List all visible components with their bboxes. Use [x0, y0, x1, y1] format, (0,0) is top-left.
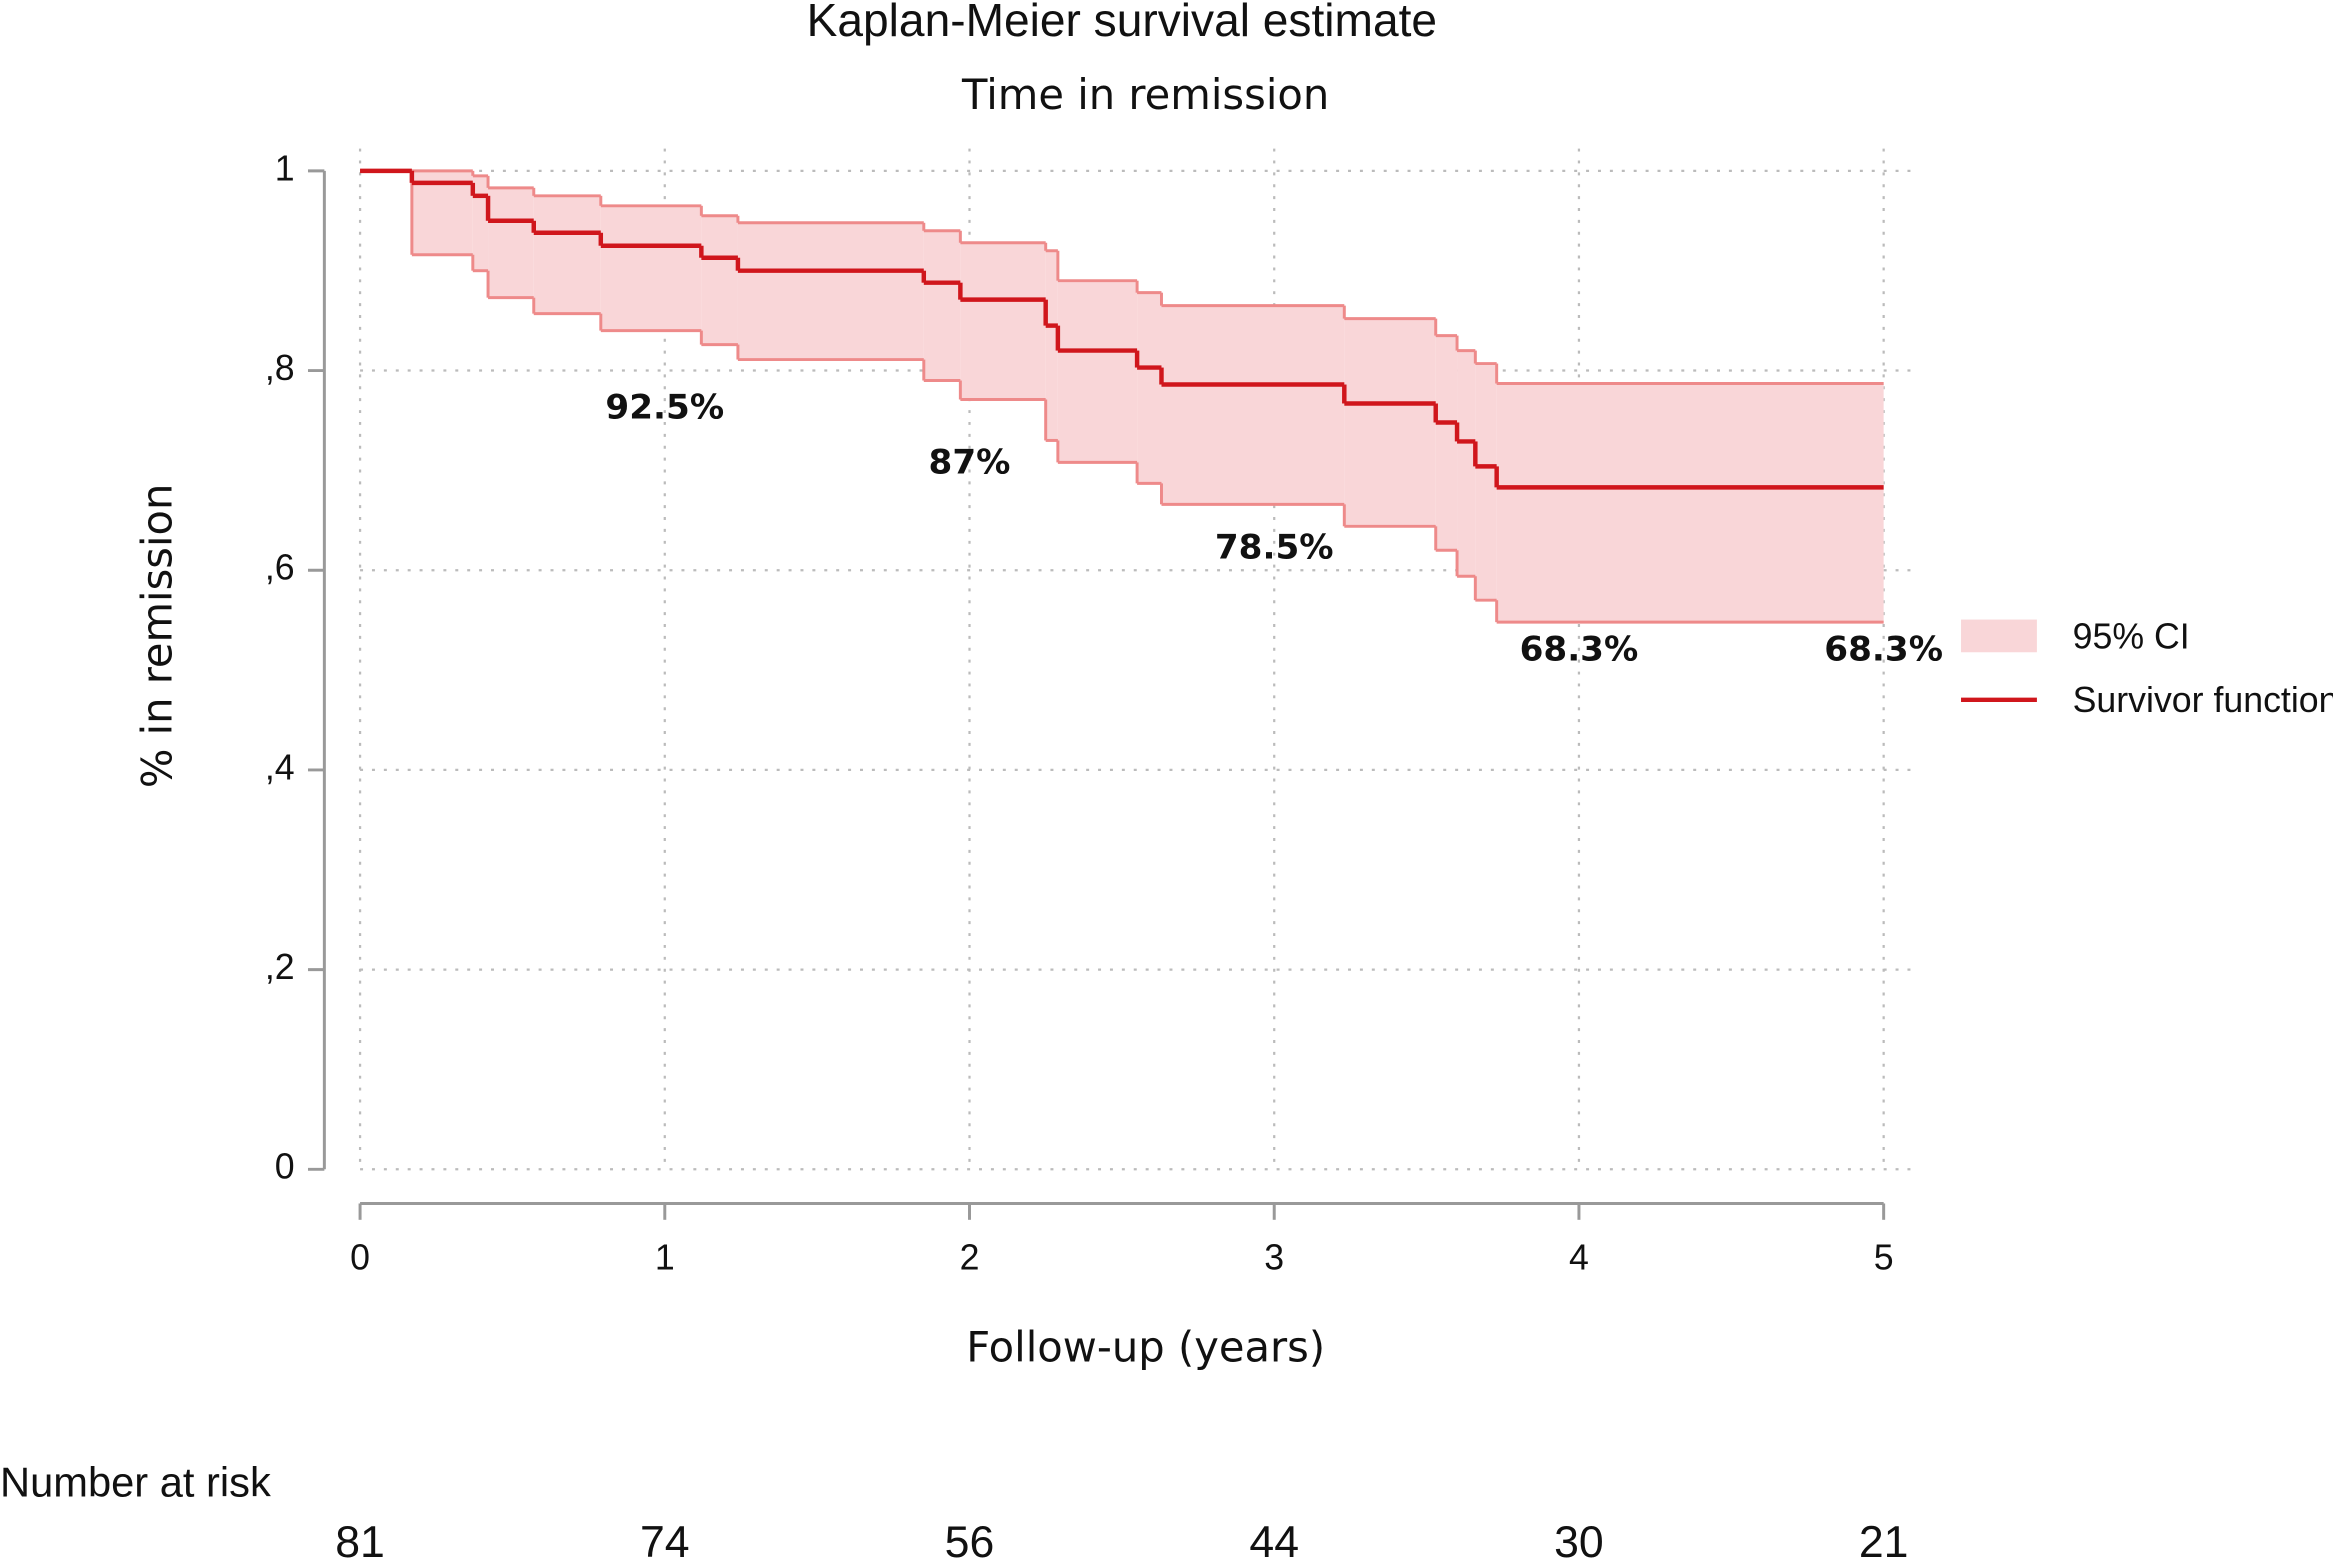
ci-band	[488, 187, 534, 298]
data-label: 78.5%	[1215, 527, 1334, 567]
at-risk-count: 74	[640, 1518, 690, 1566]
x-tick-label: 5	[1874, 1237, 1894, 1277]
ci-band	[1137, 292, 1162, 484]
chart-subtitle: Time in remission	[961, 70, 1329, 119]
ci-band	[701, 215, 738, 345]
x-tick-label: 0	[350, 1237, 370, 1277]
y-tick-label: ,6	[265, 548, 295, 588]
at-risk-count: 30	[1554, 1518, 1604, 1566]
y-tick-label: ,8	[265, 348, 295, 388]
ci-band	[960, 242, 1046, 400]
chart-title: Kaplan-Meier survival estimate	[807, 0, 1437, 46]
ci-band	[1435, 335, 1458, 551]
y-tick-label: ,4	[265, 747, 295, 787]
x-tick-label: 4	[1569, 1237, 1589, 1277]
legend-label: Survivor function	[2073, 680, 2333, 720]
y-tick-label: ,2	[265, 947, 295, 987]
ci-band	[1045, 250, 1058, 441]
ci-band	[533, 195, 601, 314]
ci-band	[923, 230, 961, 381]
ci-band	[1475, 363, 1497, 601]
data-label: 92.5%	[605, 388, 724, 428]
ci-band	[1161, 305, 1345, 505]
risk-title: Number at risk	[0, 1459, 271, 1506]
at-risk-count: 44	[1249, 1518, 1299, 1566]
ci-band	[600, 205, 702, 331]
ci-band	[1057, 280, 1138, 463]
data-label: 68.3%	[1824, 629, 1943, 669]
x-axis-title: Follow-up (years)	[966, 1323, 1325, 1372]
at-risk-count: 21	[1859, 1518, 1909, 1566]
x-tick-label: 3	[1264, 1237, 1284, 1277]
ci-band	[1344, 318, 1436, 527]
ci-band	[472, 175, 489, 271]
legend-label: 95% CI	[2073, 616, 2190, 656]
x-tick-label: 2	[960, 1237, 980, 1277]
y-axis-title: % in remission	[133, 484, 182, 788]
data-label: 68.3%	[1520, 629, 1639, 669]
legend-swatch	[1961, 619, 2037, 653]
x-tick-label: 1	[655, 1237, 675, 1277]
data-label: 87%	[929, 443, 1011, 483]
ci-band	[1457, 350, 1476, 577]
y-tick-label: 1	[275, 148, 295, 188]
ci-band	[737, 222, 924, 360]
at-risk-count: 81	[335, 1518, 385, 1566]
y-tick-label: 0	[275, 1147, 295, 1187]
at-risk-count: 56	[945, 1518, 995, 1566]
ci-band	[1496, 383, 1884, 623]
